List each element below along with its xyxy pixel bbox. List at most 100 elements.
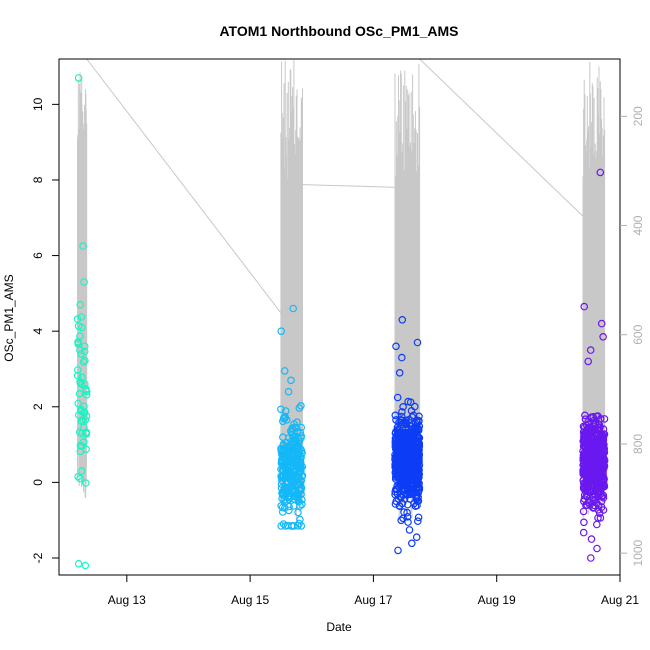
data-point bbox=[579, 507, 588, 516]
data-point bbox=[396, 453, 405, 462]
data-point bbox=[413, 462, 422, 470]
data-point bbox=[277, 445, 286, 454]
data-point bbox=[587, 535, 596, 543]
data-point bbox=[278, 508, 287, 516]
x-tick-label: Aug 21 bbox=[601, 593, 639, 607]
data-point bbox=[282, 438, 291, 447]
data-point bbox=[280, 367, 289, 375]
data-point bbox=[296, 515, 304, 524]
data-point bbox=[403, 491, 411, 499]
data-point bbox=[412, 475, 420, 483]
data-point bbox=[600, 415, 609, 423]
right-tick-label: 200 bbox=[631, 106, 645, 126]
data-point bbox=[82, 385, 90, 394]
data-point bbox=[412, 495, 421, 503]
data-point bbox=[398, 408, 406, 416]
data-point bbox=[599, 461, 608, 470]
data-point bbox=[80, 278, 88, 286]
data-point bbox=[599, 493, 608, 502]
data-point bbox=[599, 491, 608, 500]
series-group bbox=[579, 168, 609, 562]
data-point bbox=[413, 517, 422, 526]
secondary-line-segment bbox=[302, 184, 395, 188]
data-point bbox=[391, 411, 400, 420]
data-point bbox=[399, 402, 407, 411]
data-point bbox=[599, 458, 608, 467]
data-point bbox=[288, 430, 297, 439]
data-point bbox=[599, 425, 608, 433]
data-point bbox=[396, 415, 405, 424]
data-point bbox=[284, 521, 292, 530]
data-point bbox=[403, 512, 412, 521]
data-point bbox=[414, 444, 423, 453]
plot-frame bbox=[58, 58, 621, 576]
data-point bbox=[288, 425, 297, 433]
data-point bbox=[78, 323, 86, 332]
y-tick-label: -2 bbox=[31, 552, 45, 563]
data-point bbox=[77, 350, 86, 358]
data-point bbox=[411, 502, 420, 511]
data-point bbox=[579, 428, 588, 436]
data-point bbox=[581, 411, 589, 420]
data-point bbox=[588, 437, 596, 445]
data-point bbox=[82, 479, 90, 487]
x-tick-label: Aug 13 bbox=[108, 593, 146, 607]
data-point bbox=[405, 434, 414, 443]
x-axis-label: Date bbox=[326, 620, 352, 634]
data-point bbox=[294, 508, 302, 517]
data-point bbox=[599, 332, 607, 341]
data-point bbox=[78, 373, 86, 382]
series-group bbox=[391, 315, 424, 555]
y-tick-label: 10 bbox=[31, 97, 45, 111]
data-point bbox=[393, 473, 402, 481]
data-point bbox=[586, 346, 595, 354]
data-point bbox=[598, 441, 607, 450]
data-point bbox=[76, 447, 85, 456]
y-axis: -2 0 2 4 6 8 10 bbox=[31, 97, 59, 563]
data-point bbox=[580, 518, 588, 527]
y-tick-label: 4 bbox=[31, 328, 45, 335]
data-point bbox=[294, 445, 303, 453]
data-point bbox=[77, 417, 86, 426]
data-point bbox=[74, 337, 82, 346]
data-point bbox=[597, 434, 606, 443]
data-point bbox=[591, 496, 600, 504]
secondary-line-spikes bbox=[280, 60, 303, 520]
data-point bbox=[397, 442, 406, 450]
data-point bbox=[579, 435, 588, 444]
points-layer bbox=[73, 74, 609, 570]
data-point bbox=[584, 357, 593, 366]
data-point bbox=[583, 428, 592, 437]
data-point bbox=[597, 452, 606, 461]
data-point bbox=[396, 493, 405, 501]
data-point bbox=[580, 485, 588, 493]
data-point bbox=[402, 448, 410, 457]
x-axis: Aug 13 Aug 15 Aug 17 Aug 19 Aug 21 bbox=[108, 574, 639, 607]
data-point bbox=[286, 446, 295, 455]
data-point bbox=[294, 449, 302, 458]
data-point bbox=[78, 467, 86, 475]
data-point bbox=[409, 411, 418, 420]
data-point bbox=[407, 474, 415, 482]
data-point bbox=[597, 503, 606, 511]
secondary-line-spikes bbox=[394, 64, 421, 520]
data-point bbox=[75, 389, 84, 398]
data-point bbox=[415, 484, 424, 492]
data-point bbox=[277, 327, 286, 336]
data-point bbox=[295, 461, 303, 470]
data-point bbox=[74, 472, 82, 481]
right-tick-label: 800 bbox=[631, 434, 645, 454]
data-point bbox=[408, 413, 416, 421]
data-point bbox=[586, 554, 595, 562]
data-point bbox=[405, 430, 414, 439]
series-group bbox=[73, 74, 91, 570]
data-point bbox=[587, 469, 596, 477]
data-point bbox=[73, 371, 82, 380]
data-point bbox=[407, 539, 416, 548]
data-point bbox=[277, 457, 286, 466]
data-point bbox=[397, 353, 406, 362]
data-point bbox=[289, 304, 298, 313]
data-point bbox=[277, 405, 285, 414]
y-axis-label: OSc_PM1_AMS bbox=[2, 274, 16, 361]
y-tick-label: 0 bbox=[31, 479, 45, 486]
